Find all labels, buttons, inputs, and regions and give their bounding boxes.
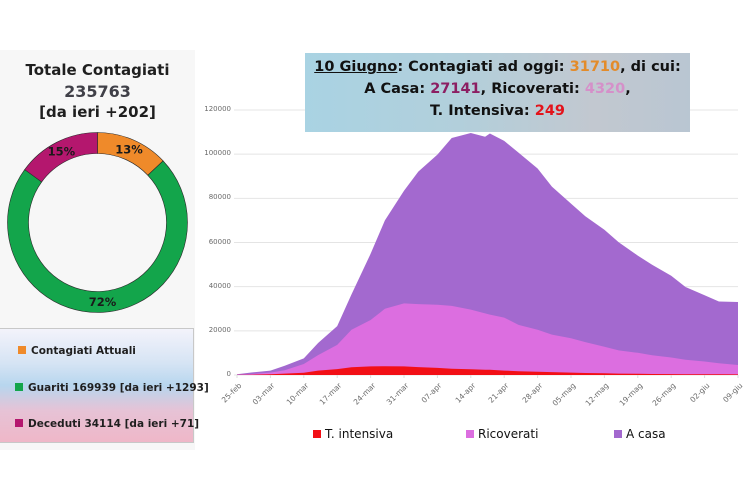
chart-legend-home: A casa: [614, 427, 666, 441]
donut-slice: [7, 160, 188, 313]
banner-current: 31710: [569, 59, 621, 75]
legend-swatch-magenta: [15, 419, 23, 427]
donut-legend: Contagiati Attuali Guariti 169939 [da ie…: [0, 328, 209, 443]
legend-label: Deceduti 34114 [da ieri +71]: [28, 418, 200, 430]
banner-text: A Casa:: [364, 81, 431, 97]
donut-chart: 13% 72% 15%: [7, 132, 188, 313]
banner-text: , di cui:: [620, 59, 681, 75]
banner-text: ,: [625, 81, 631, 97]
legend-swatch-orange: [18, 346, 26, 354]
totals-title: Totale Contagiati: [25, 61, 170, 79]
area-series-a-casa: [237, 133, 738, 375]
y-tick-label: 40000: [208, 281, 231, 290]
banner-line-3: T. Intensiva: 249: [305, 100, 690, 122]
banner-icu: 249: [534, 103, 566, 119]
chart-legend-hosp: Ricoverati: [466, 427, 538, 441]
banner-line-1: 10 Giugno: Contagiati ad oggi: 31710, di…: [305, 56, 690, 78]
legend-item-guariti: Guariti 169939 [da ieri +1293]: [15, 382, 209, 394]
banner-text: , Ricoverati:: [480, 81, 585, 97]
legend-swatch-pink: [466, 430, 474, 438]
summary-panel: Totale Contagiati 235763 [da ieri +202] …: [0, 50, 209, 450]
banner-text: T. Intensiva:: [429, 103, 535, 119]
banner-date: 10 Giugno: [314, 59, 398, 75]
y-tick-label: 20000: [208, 325, 231, 334]
y-tick-label: 60000: [208, 237, 231, 246]
legend-swatch-green: [15, 383, 23, 391]
legend-item-contagiati: Contagiati Attuali: [18, 345, 136, 357]
banner-text: : Contagiati ad oggi:: [397, 59, 570, 75]
legend-swatch-purple: [614, 430, 622, 438]
banner-hosp: 4320: [584, 81, 626, 97]
totals-delta: [da ieri +202]: [39, 103, 156, 121]
legend-item-deceduti: Deceduti 34114 [da ieri +71]: [15, 418, 199, 430]
legend-label: Contagiati Attuali: [31, 345, 136, 357]
legend-swatch-red: [313, 430, 321, 438]
banner-home: 27141: [430, 81, 481, 97]
y-tick-label: 0: [226, 370, 231, 378]
totals-block: Totale Contagiati 235763 [da ieri +202]: [0, 60, 195, 123]
donut-slice: [24, 132, 98, 183]
donut-slice-label: 15%: [48, 145, 76, 159]
chart-legend-label: A casa: [626, 427, 666, 441]
area-series-t-intensiva: [237, 366, 738, 375]
donut-slice-label: 72%: [89, 295, 117, 309]
totals-value: 235763: [64, 82, 131, 101]
chart-legend-label: Ricoverati: [478, 427, 539, 441]
donut-slice-label: 13%: [115, 143, 143, 157]
summary-banner: 10 Giugno: Contagiati ad oggi: 31710, di…: [305, 53, 690, 132]
y-tick-label: 120000: [204, 105, 231, 113]
y-tick-label: 100000: [204, 149, 231, 158]
y-tick-label: 80000: [208, 193, 231, 202]
banner-line-2: A Casa: 27141, Ricoverati: 4320,: [305, 78, 690, 100]
area-series-ricoverati: [237, 303, 738, 375]
chart-legend-label: T. intensiva: [325, 427, 394, 441]
chart-legend-icu: T. intensiva: [313, 427, 393, 441]
legend-label: Guariti 169939 [da ieri +1293]: [28, 382, 209, 394]
